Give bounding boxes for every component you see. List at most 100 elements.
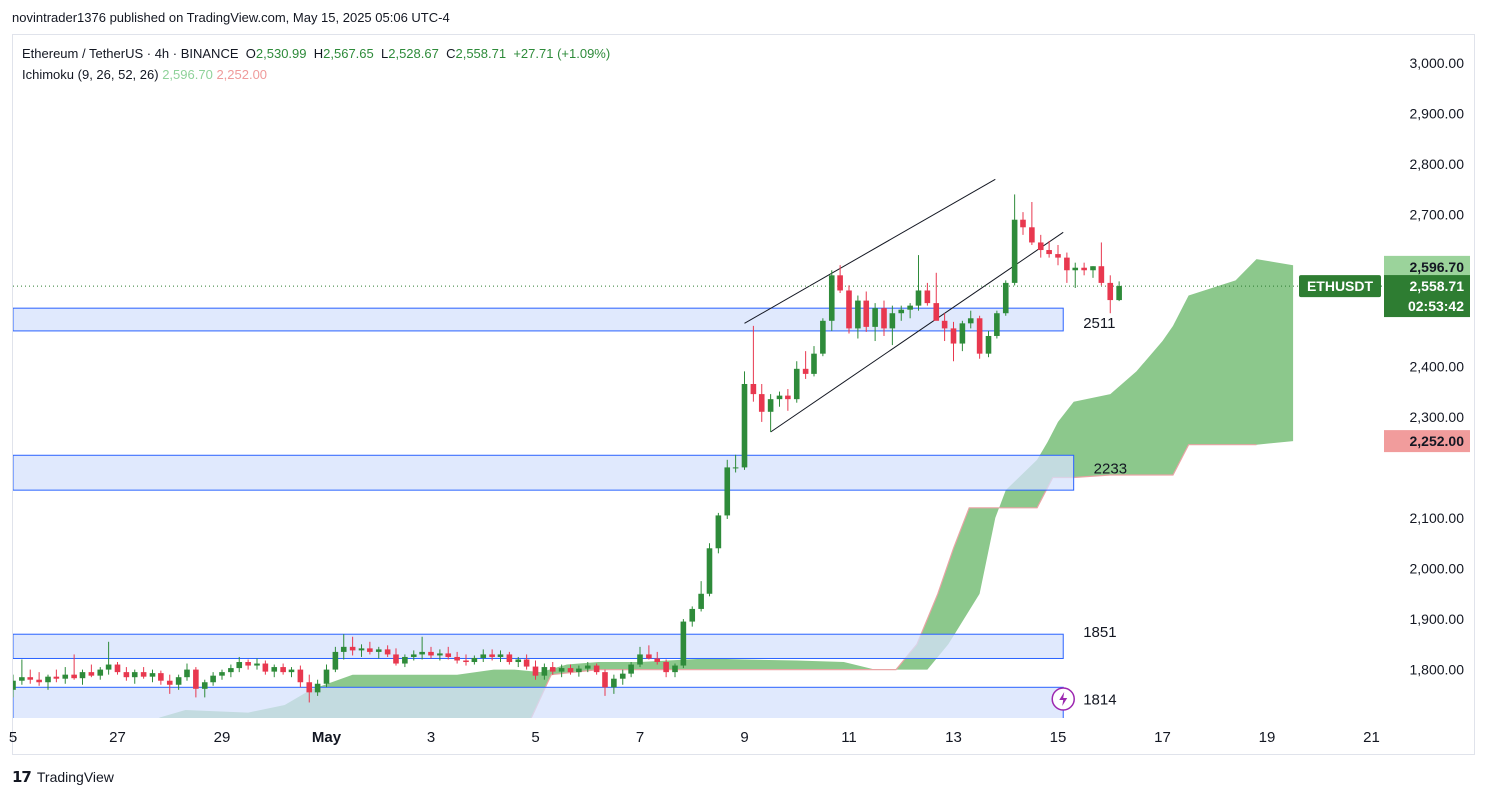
candle-body <box>402 656 408 664</box>
candle-body <box>689 608 696 622</box>
x-tick-label: 7 <box>636 729 644 746</box>
candle-body <box>36 679 42 683</box>
candle-body <box>1090 266 1096 271</box>
x-tick-label: 19 <box>1259 729 1276 746</box>
indicator-name: Ichimoku (9, 26, 52, 26) <box>22 67 159 82</box>
zone-1814 <box>13 686 1064 718</box>
candle-body <box>950 328 957 344</box>
y-tick-label: 1,900.00 <box>1410 611 1465 627</box>
legend-ohlc: Ethereum / TetherUS · 4h · BINANCE O2,53… <box>22 46 610 61</box>
zone-label: 2233 <box>1094 460 1127 477</box>
candle-body <box>1020 219 1026 228</box>
candle-body <box>280 667 286 673</box>
candle-body <box>158 673 164 681</box>
legend-high: 2,567.65 <box>323 46 374 61</box>
current-price-text: 2,558.71 <box>1410 278 1465 294</box>
candle-body <box>750 383 757 395</box>
candle-body <box>802 368 809 374</box>
labels-layer: 2511 2233 1851 1814 2,596.70 2,252.00 2,558.71… <box>1051 255 1470 711</box>
candle-body <box>758 394 765 412</box>
candle-body <box>1072 267 1079 271</box>
candle-body <box>1116 285 1122 301</box>
x-tick-label: 3 <box>427 729 435 746</box>
candle-body <box>576 668 582 673</box>
candle-body <box>114 664 121 673</box>
candle-body <box>820 320 826 354</box>
candle-body <box>193 669 199 689</box>
candle-body <box>1107 282 1114 301</box>
candle-body <box>254 663 260 666</box>
candle-body <box>663 662 669 673</box>
candle-body <box>62 674 69 679</box>
candle-body <box>454 656 460 661</box>
candle-body <box>706 548 713 594</box>
candle-body <box>907 305 913 310</box>
candle-body <box>985 335 992 354</box>
candle-body <box>1098 266 1105 283</box>
candle-body <box>558 668 565 672</box>
candle-body <box>123 672 130 678</box>
x-tick-label: 11 <box>841 729 857 746</box>
candle-body <box>71 674 77 679</box>
candle-body <box>297 669 304 683</box>
legend-ichimoku[interactable]: Ichimoku (9, 26, 52, 26) 2,596.70 2,252.… <box>22 67 267 82</box>
ichimoku-span-b-value: 2,252.00 <box>216 67 268 82</box>
candle-body <box>175 677 182 685</box>
zones-layer <box>13 307 1075 718</box>
candle-body <box>602 672 608 688</box>
candle-body <box>776 395 783 400</box>
candle-body <box>245 662 251 666</box>
candle-body <box>88 672 95 676</box>
candle-body <box>419 651 425 655</box>
attribution: novintrader1376 published on TradingView… <box>12 10 450 25</box>
x-tick-label: May <box>312 729 342 746</box>
span-a-price-text: 2,596.70 <box>1410 259 1465 275</box>
candle-body <box>79 672 86 679</box>
legend-close: 2,558.71 <box>455 46 507 61</box>
span-b-price-text: 2,252.00 <box>1410 433 1465 449</box>
candle-body <box>881 308 887 329</box>
candle-body <box>480 654 487 658</box>
footer-brand[interactable]: 𝟭𝟳 TradingView <box>12 768 114 786</box>
candle-body <box>646 654 652 659</box>
axes-layer: 3,000.00 2,900.00 2,800.00 2,700.00 2,400.00… <box>9 55 1464 746</box>
zone-1851 <box>13 633 1064 659</box>
legend-c-label: C <box>446 46 456 61</box>
candle-body <box>410 654 417 657</box>
candle-body <box>349 646 356 651</box>
candle-body <box>915 290 922 306</box>
candle-body <box>741 383 748 468</box>
candle-body <box>872 308 878 327</box>
span-a-price-tag <box>1384 255 1470 278</box>
candle-body <box>131 672 138 678</box>
candle-body <box>611 678 617 688</box>
candle-body <box>1081 267 1087 271</box>
y-tick-label: 3,000.00 <box>1410 55 1465 71</box>
candle-body <box>654 658 661 663</box>
candle-body <box>463 660 469 663</box>
zone-2233 <box>13 454 1075 491</box>
candle-body <box>698 593 704 609</box>
channel-upper-line <box>744 178 996 324</box>
candle-body <box>619 673 626 679</box>
x-tick-label: 5 <box>9 729 17 746</box>
candle-body <box>967 318 974 324</box>
candle-body <box>271 667 278 672</box>
candle-body <box>785 395 791 400</box>
legend-o-label: O <box>245 46 256 61</box>
candle-body <box>166 680 173 685</box>
candle-body <box>332 651 339 670</box>
candle-body <box>863 300 870 327</box>
candle-body <box>584 665 591 669</box>
candle-body <box>445 653 452 657</box>
candle-body <box>732 467 739 469</box>
zone-2511 <box>13 307 1064 332</box>
channel-lower-line <box>770 231 1064 433</box>
candle-body <box>201 682 208 689</box>
candle-body <box>1002 282 1009 314</box>
y-tick-label: 2,700.00 <box>1410 207 1465 223</box>
chart-frame <box>12 34 1475 755</box>
candle-body <box>811 353 817 374</box>
candle-body <box>1037 242 1044 251</box>
